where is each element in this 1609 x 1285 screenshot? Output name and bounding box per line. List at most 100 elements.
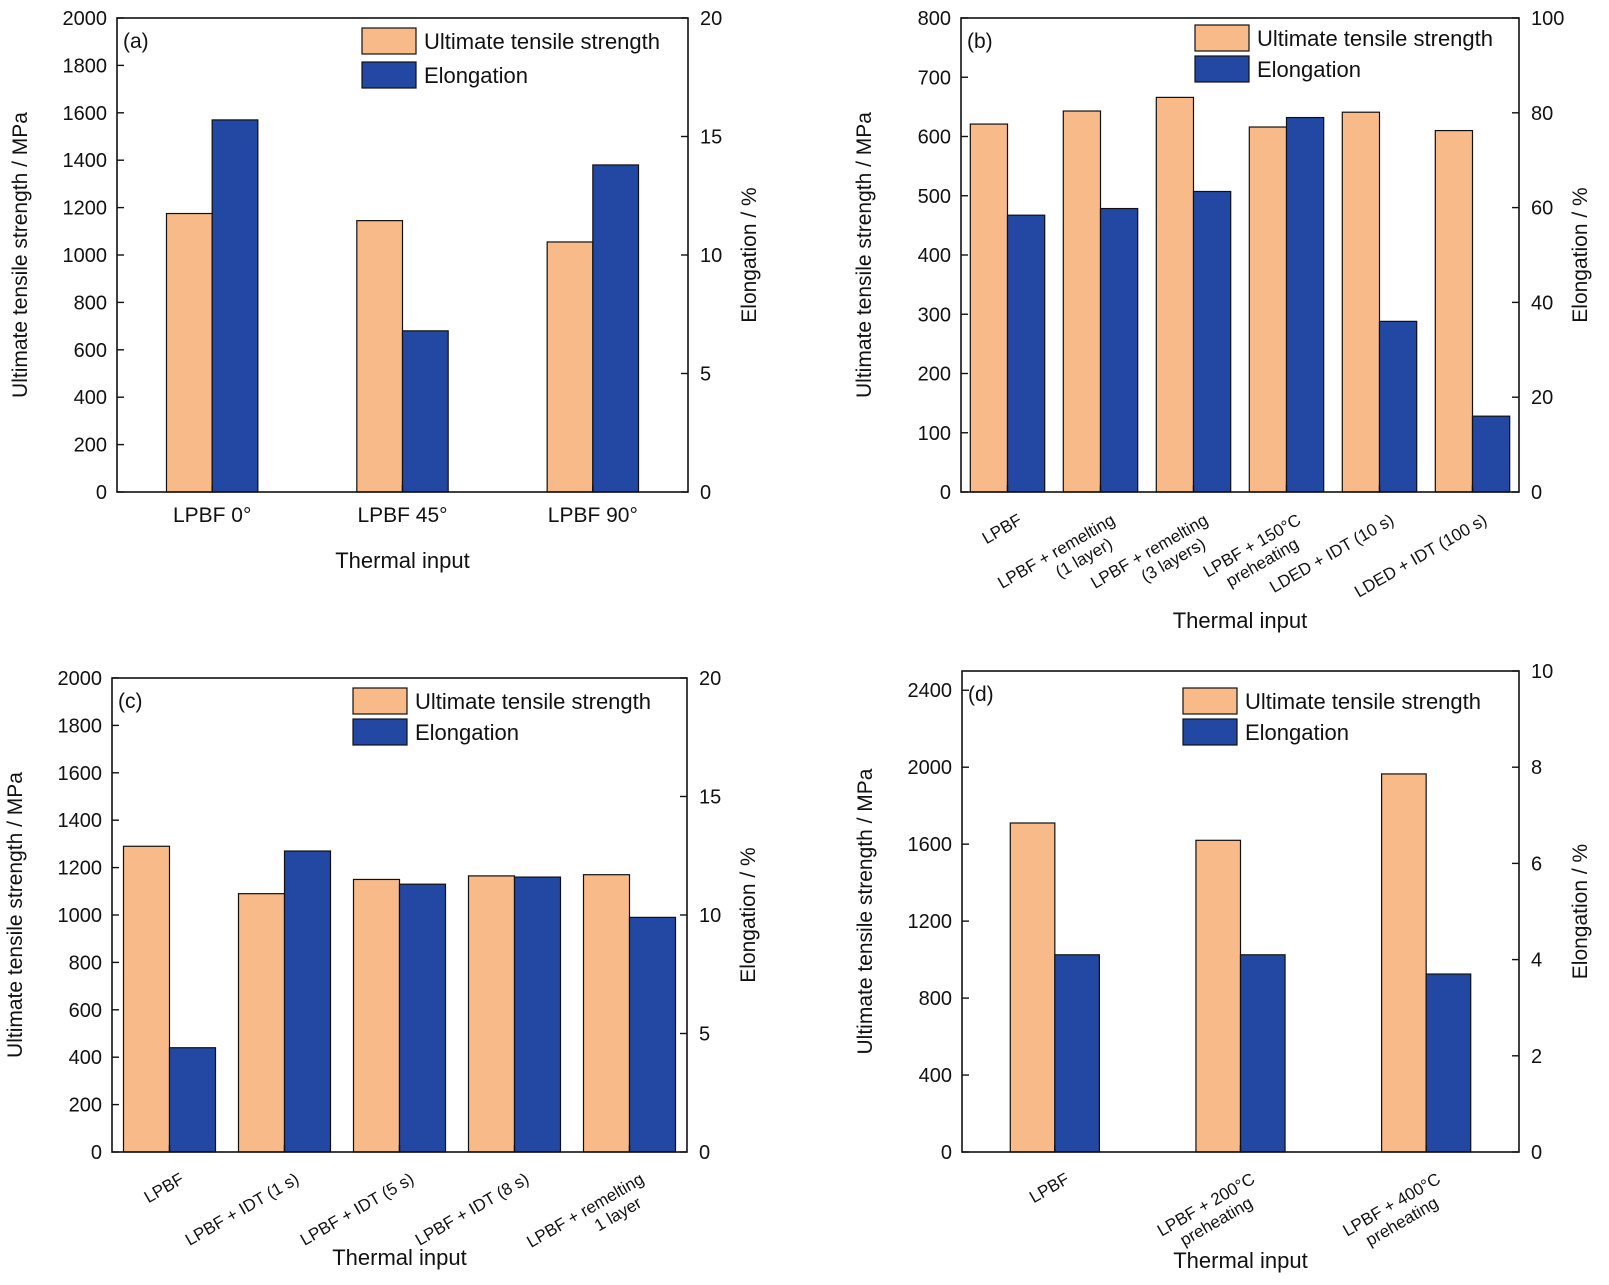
y-axis-label: Ultimate tensile strength / MPa bbox=[4, 772, 27, 1058]
left-tick-label: 0 bbox=[91, 1142, 102, 1164]
right-tick-label: 20 bbox=[700, 8, 722, 30]
x-category-label-line: LPBF bbox=[1026, 1169, 1072, 1207]
legend-swatch bbox=[1194, 24, 1250, 52]
left-tick-label: 200 bbox=[69, 1095, 102, 1117]
elongation-bar-2 bbox=[592, 164, 640, 493]
elongation-bar-4 bbox=[628, 916, 677, 1153]
left-tick-label: 200 bbox=[74, 435, 107, 457]
uts-bar-0 bbox=[165, 212, 213, 493]
right-tick-label: 5 bbox=[699, 1024, 710, 1046]
panel-label: (d) bbox=[968, 683, 994, 706]
elongation-bar-3 bbox=[513, 876, 562, 1153]
elongation-bar-4 bbox=[1378, 320, 1418, 493]
x-category-label: LPBF 90° bbox=[548, 504, 638, 527]
uts-bar-1 bbox=[237, 893, 286, 1153]
x-category-label: LPBF bbox=[1026, 1169, 1072, 1207]
y2-axis-label: Elongation / % bbox=[1569, 844, 1592, 979]
legend-label: Ultimate tensile strength bbox=[1245, 689, 1481, 714]
right-tick-label: 0 bbox=[699, 1142, 710, 1164]
uts-bar-1 bbox=[1195, 839, 1242, 1153]
legend-swatch bbox=[352, 718, 408, 746]
uts-bar-3 bbox=[467, 875, 516, 1153]
x-category-label-line: LPBF bbox=[141, 1169, 187, 1207]
legend-swatch bbox=[361, 27, 417, 55]
panel-label: (a) bbox=[123, 30, 149, 53]
legend-label: Elongation bbox=[1245, 720, 1349, 745]
left-tick-label: 200 bbox=[918, 364, 951, 386]
left-tick-label: 1000 bbox=[58, 905, 103, 927]
right-tick-label: 5 bbox=[700, 364, 711, 386]
x-axis-label: Thermal input bbox=[1173, 1248, 1308, 1273]
left-tick-label: 400 bbox=[69, 1047, 102, 1069]
left-tick-label: 100 bbox=[918, 423, 951, 445]
right-tick-label: 15 bbox=[699, 787, 721, 809]
legend-swatch bbox=[1182, 718, 1238, 746]
elongation-bar-2 bbox=[398, 883, 447, 1153]
uts-bar-5 bbox=[1434, 129, 1474, 493]
left-tick-label: 0 bbox=[96, 482, 107, 504]
right-tick-label: 60 bbox=[1531, 198, 1553, 220]
right-tick-label: 80 bbox=[1531, 103, 1553, 125]
elongation-bar-2 bbox=[1192, 190, 1232, 493]
x-category-label: LPBF + IDT (8 s) bbox=[412, 1169, 532, 1249]
uts-bar-2 bbox=[1155, 96, 1195, 493]
left-tick-label: 1200 bbox=[63, 198, 108, 220]
chart-panel-c: 0 200 400 600 800 1000 1200 1400 1600 1800 2000 0 5 1… bbox=[4, 668, 760, 1270]
legend-swatch bbox=[1182, 687, 1238, 715]
legend-label: Elongation bbox=[424, 63, 528, 88]
x-category-label: LPBF + IDT (1 s) bbox=[182, 1169, 302, 1249]
left-tick-label: 800 bbox=[74, 292, 107, 314]
x-category-label: LPBF + 400°Cpreheating bbox=[1340, 1169, 1454, 1257]
left-tick-label: 1200 bbox=[908, 911, 953, 933]
x-category-label-line: LPBF + IDT (5 s) bbox=[297, 1169, 417, 1249]
left-tick-label: 800 bbox=[918, 8, 951, 30]
chart-panel-d: 0 400 800 1200 1600 2000 2400 0 2 4 6 8 10 LPBF LPBF +… bbox=[854, 661, 1592, 1273]
left-tick-label: 300 bbox=[918, 304, 951, 326]
left-tick-label: 2000 bbox=[908, 757, 953, 779]
right-tick-label: 2 bbox=[1531, 1046, 1542, 1068]
left-tick-label: 2400 bbox=[908, 680, 953, 702]
x-category-label: LPBF + 150°Cpreheating bbox=[1200, 510, 1314, 598]
right-tick-label: 10 bbox=[1531, 661, 1553, 683]
uts-bar-1 bbox=[356, 220, 404, 493]
left-tick-label: 1600 bbox=[908, 834, 953, 856]
panel-label: (c) bbox=[118, 690, 143, 713]
panel-label: (b) bbox=[967, 30, 993, 53]
x-category-label: LPBF + 200°Cpreheating bbox=[1154, 1169, 1268, 1257]
left-tick-label: 1600 bbox=[63, 103, 108, 125]
elongation-bar-0 bbox=[211, 119, 259, 493]
left-tick-label: 400 bbox=[919, 1065, 952, 1087]
left-tick-label: 2000 bbox=[63, 8, 108, 30]
right-tick-label: 0 bbox=[1531, 1142, 1542, 1164]
right-tick-label: 6 bbox=[1531, 853, 1542, 875]
x-category-label: LPBF 0° bbox=[173, 504, 251, 527]
legend-label: Ultimate tensile strength bbox=[415, 689, 651, 714]
left-tick-label: 400 bbox=[74, 387, 107, 409]
right-tick-label: 15 bbox=[700, 127, 722, 149]
right-tick-label: 0 bbox=[1531, 482, 1542, 504]
uts-bar-0 bbox=[969, 123, 1009, 493]
left-tick-label: 800 bbox=[69, 952, 102, 974]
right-tick-label: 4 bbox=[1531, 950, 1542, 972]
elongation-bar-2 bbox=[1425, 973, 1472, 1153]
left-tick-label: 1800 bbox=[63, 55, 108, 77]
left-tick-label: 700 bbox=[918, 67, 951, 89]
elongation-bar-3 bbox=[1285, 116, 1325, 493]
x-category-label: LPBF bbox=[141, 1169, 187, 1207]
legend-label: Ultimate tensile strength bbox=[424, 29, 660, 54]
uts-bar-2 bbox=[546, 241, 594, 493]
left-tick-label: 600 bbox=[918, 127, 951, 149]
uts-bar-4 bbox=[1341, 111, 1381, 493]
y2-axis-label: Elongation / % bbox=[1569, 187, 1592, 322]
right-tick-label: 20 bbox=[699, 668, 721, 690]
legend-label: Ultimate tensile strength bbox=[1257, 26, 1493, 51]
x-category-label-line: LPBF + IDT (8 s) bbox=[412, 1169, 532, 1249]
left-tick-label: 600 bbox=[74, 340, 107, 362]
uts-bar-3 bbox=[1248, 126, 1288, 493]
y2-axis-label: Elongation / % bbox=[737, 847, 760, 982]
elongation-bar-1 bbox=[401, 330, 449, 493]
x-category-label: LPBF + IDT (5 s) bbox=[297, 1169, 417, 1249]
x-axis-label: Thermal input bbox=[335, 548, 470, 573]
x-category-label: LPBF + remelting1 layer bbox=[523, 1169, 656, 1268]
